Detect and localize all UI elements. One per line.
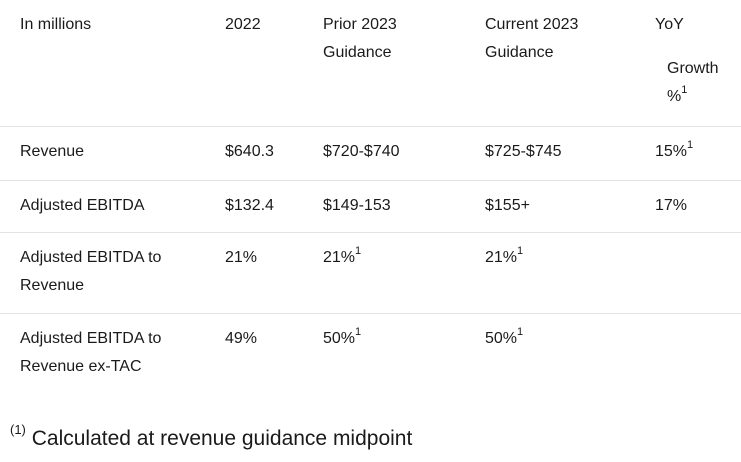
cell-current-value: 21% bbox=[485, 249, 518, 266]
header-current-line1: Current 2023 bbox=[485, 16, 579, 33]
row-label-line2: Revenue ex-TAC bbox=[20, 358, 142, 375]
footnote-marker: (1) bbox=[10, 422, 26, 437]
row-label: Revenue bbox=[0, 127, 205, 181]
header-yoy-growth: YoY Growth %1 bbox=[636, 0, 741, 127]
cell-2022: 21% bbox=[205, 233, 304, 314]
cell-yoy-value: 17% bbox=[655, 197, 688, 214]
header-label-text: In millions bbox=[20, 16, 92, 33]
footnote-text: Calculated at revenue guidance midpoint bbox=[31, 427, 413, 450]
row-label: Adjusted EBITDA to Revenue bbox=[0, 233, 205, 314]
cell-yoy: 17% bbox=[636, 181, 741, 233]
cell-prior: 50%1 bbox=[304, 314, 466, 395]
cell-yoy-value: 15% bbox=[655, 143, 688, 160]
header-yoy-line3: % bbox=[667, 88, 682, 105]
footnote: (1) Calculated at revenue guidance midpo… bbox=[10, 422, 413, 454]
row-label: Adjusted EBITDA to Revenue ex-TAC bbox=[0, 314, 205, 395]
cell-prior: 21%1 bbox=[304, 233, 466, 314]
header-prior-line1: Prior 2023 bbox=[323, 16, 397, 33]
cell-current: 21%1 bbox=[466, 233, 636, 314]
cell-current: $155+ bbox=[466, 181, 636, 233]
cell-prior-value: 50% bbox=[323, 330, 356, 347]
row-label-text: Adjusted EBITDA bbox=[20, 197, 145, 214]
cell-prior-value: 21% bbox=[323, 249, 356, 266]
guidance-table: In millions 2022 Prior 2023 Guidance Cur… bbox=[0, 0, 741, 395]
cell-prior-footnote-ref: 1 bbox=[355, 244, 362, 257]
cell-2022-value: 49% bbox=[225, 330, 258, 347]
header-2022: 2022 bbox=[205, 0, 304, 127]
table-row: Adjusted EBITDA $132.4 $149-153 $155+ 17… bbox=[0, 180, 741, 233]
row-label-line1: Adjusted EBITDA to bbox=[20, 330, 162, 347]
header-yoy-line1: YoY bbox=[655, 16, 684, 33]
header-prior-line2: Guidance bbox=[323, 44, 392, 61]
cell-2022: 49% bbox=[205, 314, 304, 395]
cell-prior: $149-153 bbox=[304, 181, 466, 233]
cell-current-value: $725-$745 bbox=[485, 143, 562, 160]
cell-yoy-footnote-ref: 1 bbox=[687, 138, 694, 151]
cell-current-value: 50% bbox=[485, 330, 518, 347]
cell-prior-footnote-ref: 1 bbox=[355, 325, 362, 338]
cell-current-footnote-ref: 1 bbox=[517, 325, 524, 338]
header-label-column: In millions bbox=[0, 0, 205, 127]
header-yoy-line2: Growth bbox=[667, 60, 719, 77]
cell-2022-value: $132.4 bbox=[225, 197, 274, 214]
header-yoy-footnote-ref: 1 bbox=[681, 83, 688, 96]
row-label-line1: Adjusted EBITDA to bbox=[20, 249, 162, 266]
cell-current: $725-$745 bbox=[466, 127, 636, 181]
header-current-line2: Guidance bbox=[485, 44, 554, 61]
cell-2022-value: 21% bbox=[225, 249, 258, 266]
cell-prior: $720-$740 bbox=[304, 127, 466, 181]
cell-current-footnote-ref: 1 bbox=[517, 244, 524, 257]
cell-yoy bbox=[636, 314, 741, 395]
table-row: Revenue $640.3 $720-$740 $725-$745 15%1 bbox=[0, 126, 741, 181]
header-2022-text: 2022 bbox=[225, 16, 261, 33]
row-label-line2: Revenue bbox=[20, 277, 85, 294]
table-row: Adjusted EBITDA to Revenue 21% 21%1 21%1 bbox=[0, 232, 741, 314]
cell-yoy: 15%1 bbox=[636, 127, 741, 181]
cell-current-value: $155+ bbox=[485, 197, 530, 214]
cell-2022: $132.4 bbox=[205, 181, 304, 233]
table-header-row: In millions 2022 Prior 2023 Guidance Cur… bbox=[0, 0, 741, 127]
cell-yoy bbox=[636, 233, 741, 314]
cell-2022: $640.3 bbox=[205, 127, 304, 181]
cell-2022-value: $640.3 bbox=[225, 143, 274, 160]
header-prior-guidance: Prior 2023 Guidance bbox=[304, 0, 466, 127]
table-row: Adjusted EBITDA to Revenue ex-TAC 49% 50… bbox=[0, 313, 741, 395]
header-current-guidance: Current 2023 Guidance bbox=[466, 0, 636, 127]
cell-current: 50%1 bbox=[466, 314, 636, 395]
row-label-text: Revenue bbox=[20, 143, 85, 160]
row-label: Adjusted EBITDA bbox=[0, 181, 205, 233]
cell-prior-value: $149-153 bbox=[323, 197, 391, 214]
cell-prior-value: $720-$740 bbox=[323, 143, 400, 160]
